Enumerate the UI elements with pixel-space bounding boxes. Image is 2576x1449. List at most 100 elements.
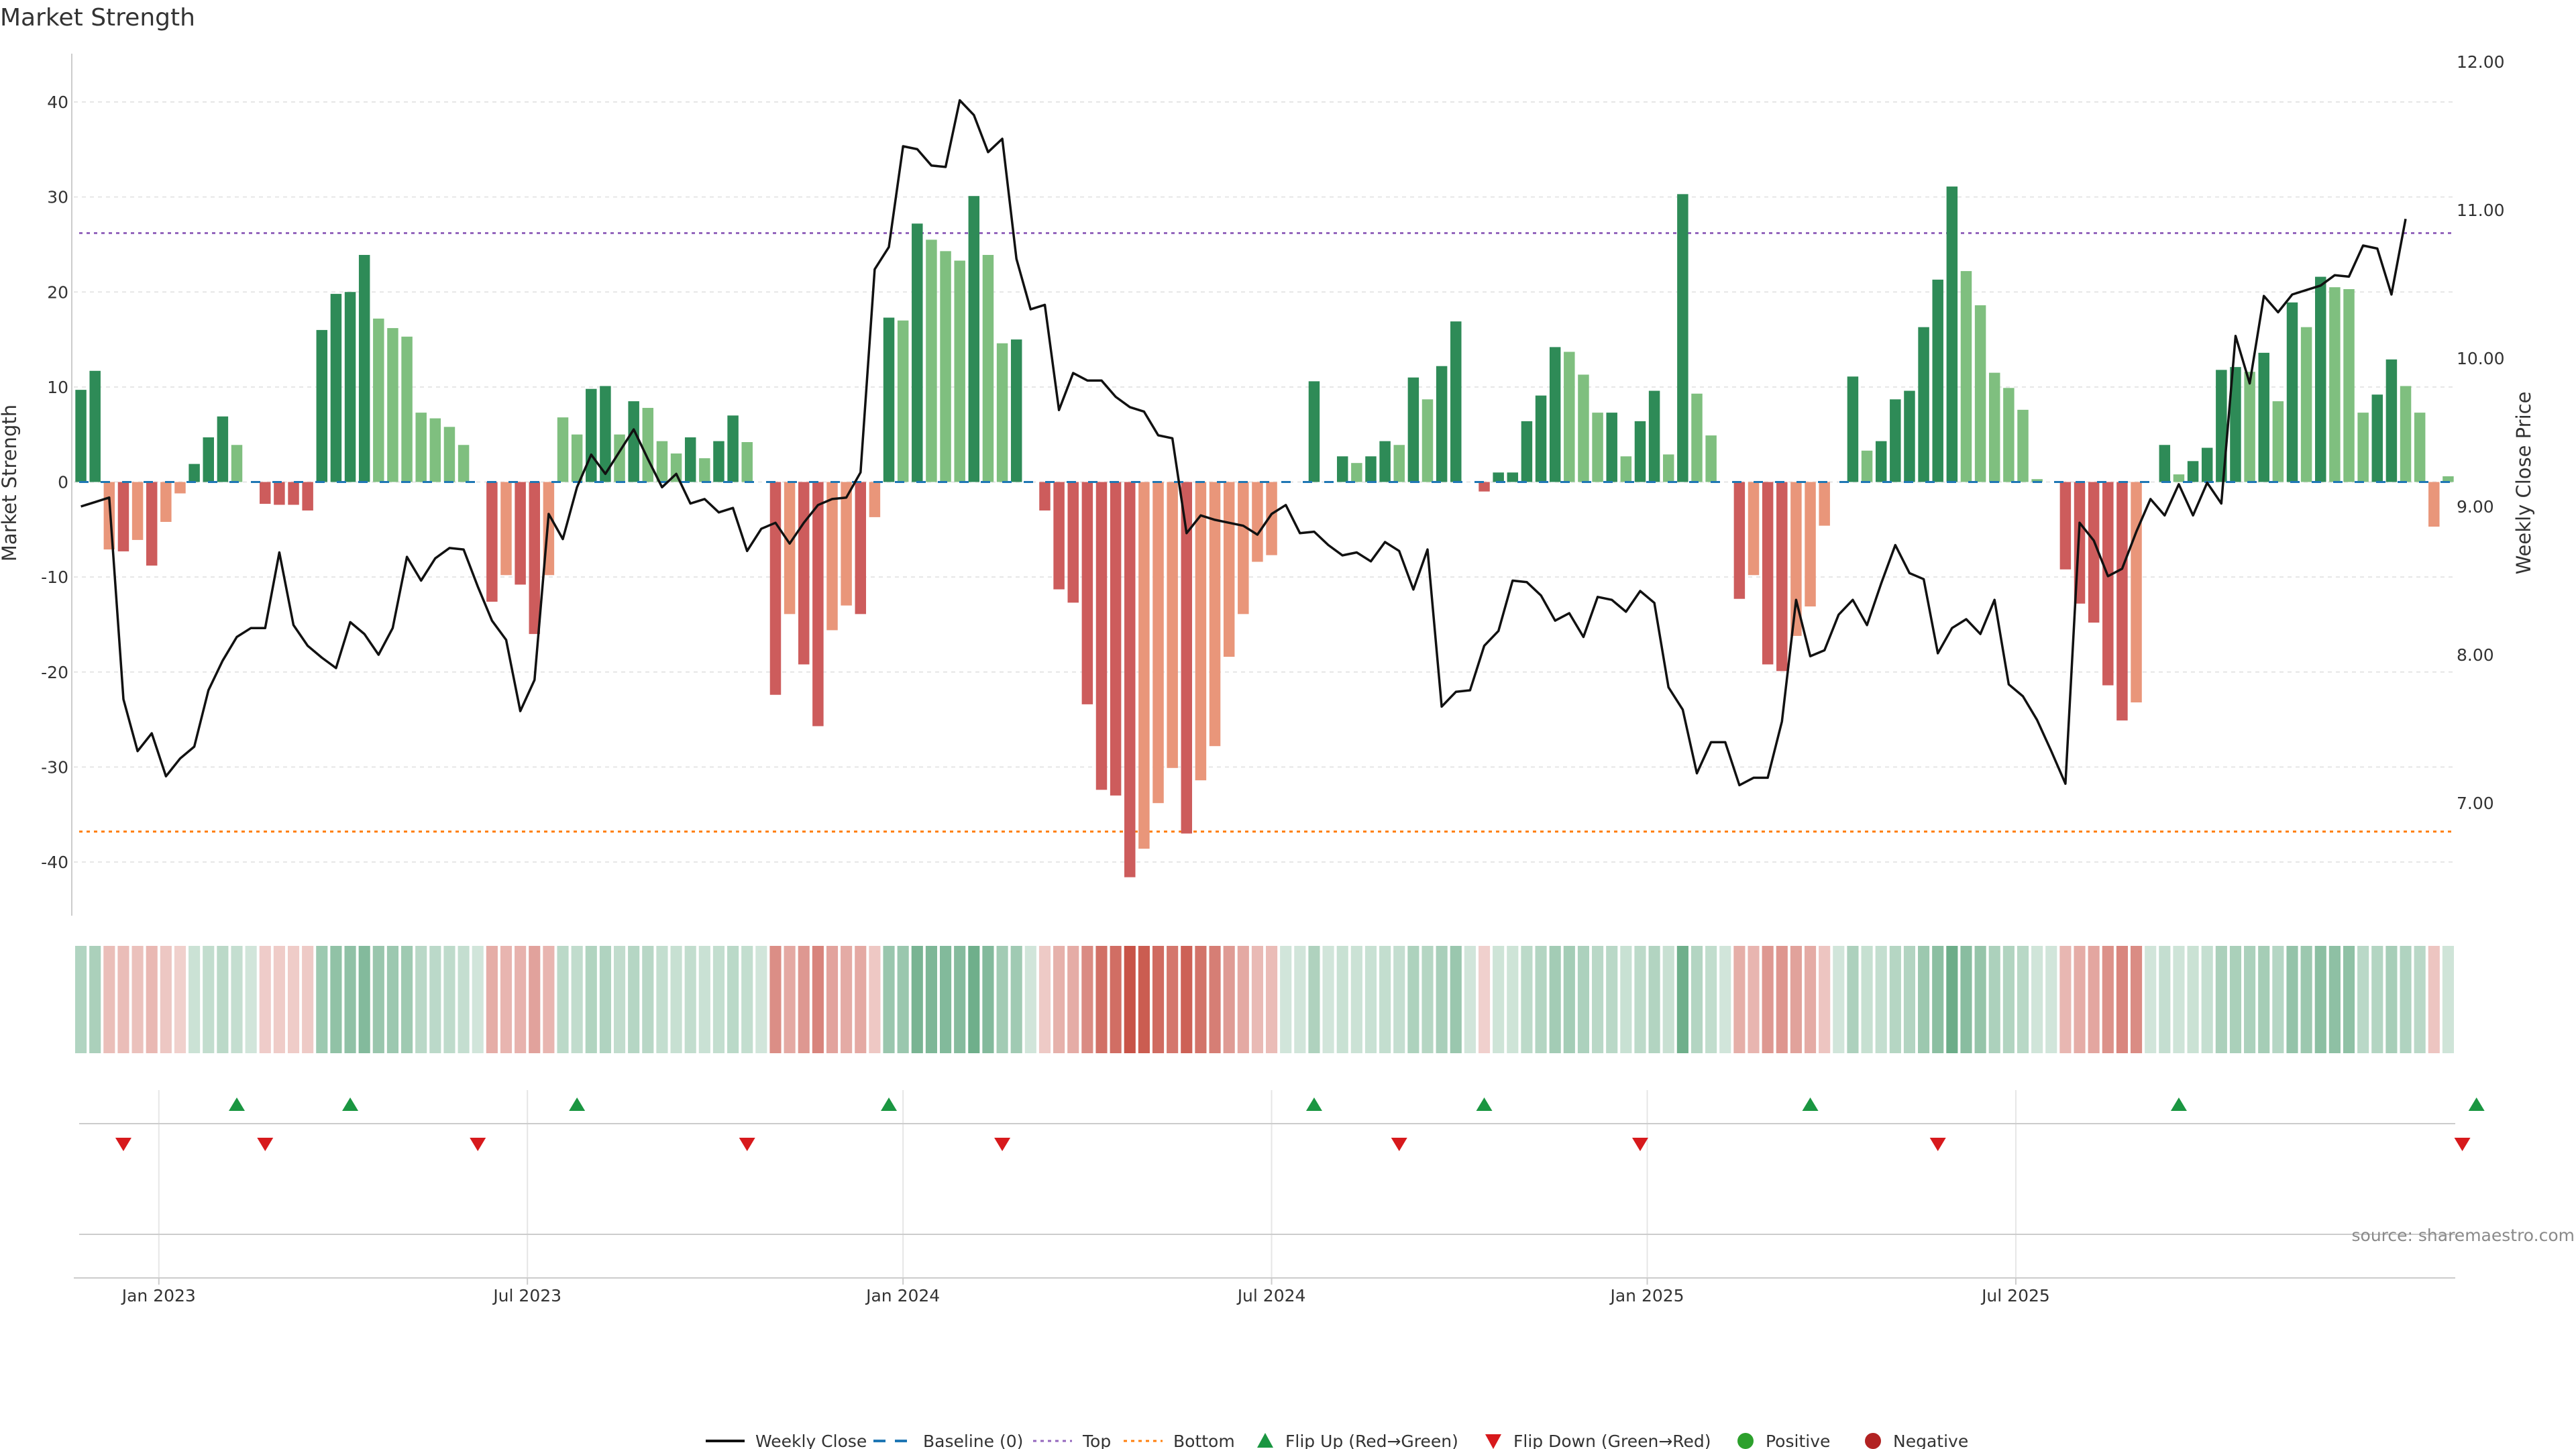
strength-bar [1790, 482, 1802, 636]
strength-bar [1336, 456, 1348, 482]
heat-cell [628, 946, 640, 1053]
strength-bar [1946, 186, 1958, 482]
strength-bar [160, 482, 172, 522]
right-axis-label: Weekly Close Price [2512, 392, 2535, 575]
weekly-close-line [80, 99, 2407, 787]
legend-label: Bottom [1173, 1432, 1235, 1449]
strength-bar [1351, 463, 1362, 482]
strength-bar [2443, 476, 2454, 482]
strength-bar [855, 482, 867, 614]
heat-cell [2442, 946, 2454, 1053]
x-tick-label: Jan 2024 [865, 1286, 940, 1305]
strength-bar [231, 445, 243, 482]
strength-bar [2329, 287, 2341, 482]
heat-cell [372, 946, 384, 1053]
heat-cell [2074, 946, 2086, 1053]
heat-cell [1946, 946, 1958, 1053]
left-tick-label: -30 [41, 757, 68, 777]
strength-bar [2343, 289, 2355, 482]
heat-cell [784, 946, 796, 1053]
strength-bar [515, 482, 526, 585]
strength-bar [330, 294, 342, 482]
strength-bar [302, 482, 313, 511]
flip-down-marker [115, 1138, 131, 1151]
strength-bar [1379, 441, 1391, 482]
flip-up-marker [2170, 1097, 2187, 1111]
strength-bar [1223, 482, 1235, 657]
heat-cell [2343, 946, 2355, 1053]
strength-bar [316, 329, 328, 482]
flip-down-marker [739, 1138, 755, 1151]
strength-bar [1762, 482, 1774, 665]
strength-bar [996, 343, 1008, 482]
strength-bar [1606, 413, 1617, 482]
strength-bar [344, 292, 356, 482]
strength-bar [557, 417, 569, 482]
heat-cell [1903, 946, 1916, 1053]
heat-cell [1535, 946, 1547, 1053]
heat-cell [2300, 946, 2312, 1053]
heat-cell [117, 946, 129, 1053]
heat-cell [996, 946, 1008, 1053]
strength-bar [373, 318, 384, 482]
flip-up-marker [569, 1097, 586, 1111]
strength-bar [2159, 445, 2171, 482]
heat-cell [1294, 946, 1306, 1053]
heat-cell [1095, 946, 1108, 1053]
strength-bar [288, 482, 299, 505]
strength-bar [1847, 376, 1859, 482]
legend-baseline: Baseline (0) [873, 1432, 1023, 1449]
heat-cell [543, 946, 555, 1053]
heat-cell [1152, 946, 1165, 1053]
heat-cell [1251, 946, 1263, 1053]
heat-cell [2414, 946, 2426, 1053]
heat-cell [330, 946, 342, 1053]
threshold-layer [79, 231, 2455, 833]
heat-cell [1407, 946, 1419, 1053]
strength-bar [1507, 472, 1519, 482]
legend-bottom: Bottom [1124, 1432, 1235, 1449]
heat-cell [1081, 946, 1093, 1053]
strength-bar [500, 482, 512, 576]
heat-cell [75, 946, 87, 1053]
legend-label: Top [1082, 1432, 1111, 1449]
strength-bar [1521, 421, 1533, 482]
heat-cell [2371, 946, 2383, 1053]
strength-bar [1421, 399, 1434, 482]
strength-bar [1620, 456, 1632, 482]
strength-bar [174, 482, 186, 494]
strength-bar [1535, 395, 1547, 482]
strength-bar [2187, 461, 2199, 482]
heat-cell [1308, 946, 1320, 1053]
heat-cell [429, 946, 441, 1053]
heat-cell [1067, 946, 1079, 1053]
strength-bar [1648, 390, 1660, 482]
strength-bar [1960, 271, 1972, 482]
legend-positive: Positive [1737, 1432, 1830, 1449]
strength-bar [1890, 399, 1901, 482]
strength-bar [1691, 393, 1703, 482]
heat-cell [401, 946, 413, 1053]
heat-cell [103, 946, 115, 1053]
strength-bar [1875, 441, 1887, 482]
heat-cell [1762, 946, 1774, 1053]
heat-cell [769, 946, 782, 1053]
strength-bar [713, 441, 724, 482]
heat-cell [1733, 946, 1746, 1053]
strength-bar [1578, 374, 1589, 482]
heat-cell [1209, 946, 1221, 1053]
heat-cell [203, 946, 215, 1053]
heat-cell [1861, 946, 1873, 1053]
heat-cell [755, 946, 767, 1053]
strength-bar [1081, 482, 1093, 704]
flip-up-marker [2468, 1097, 2485, 1111]
heat-cell [1010, 946, 1022, 1053]
strength-bar [2244, 372, 2255, 482]
heat-cell [344, 946, 356, 1053]
strength-bar [401, 336, 413, 482]
right-tick-label: 11.00 [2457, 201, 2505, 220]
heat-cell [160, 946, 172, 1053]
x-tick-label: Jan 2023 [121, 1286, 196, 1305]
heatmap-strip [75, 946, 2454, 1053]
